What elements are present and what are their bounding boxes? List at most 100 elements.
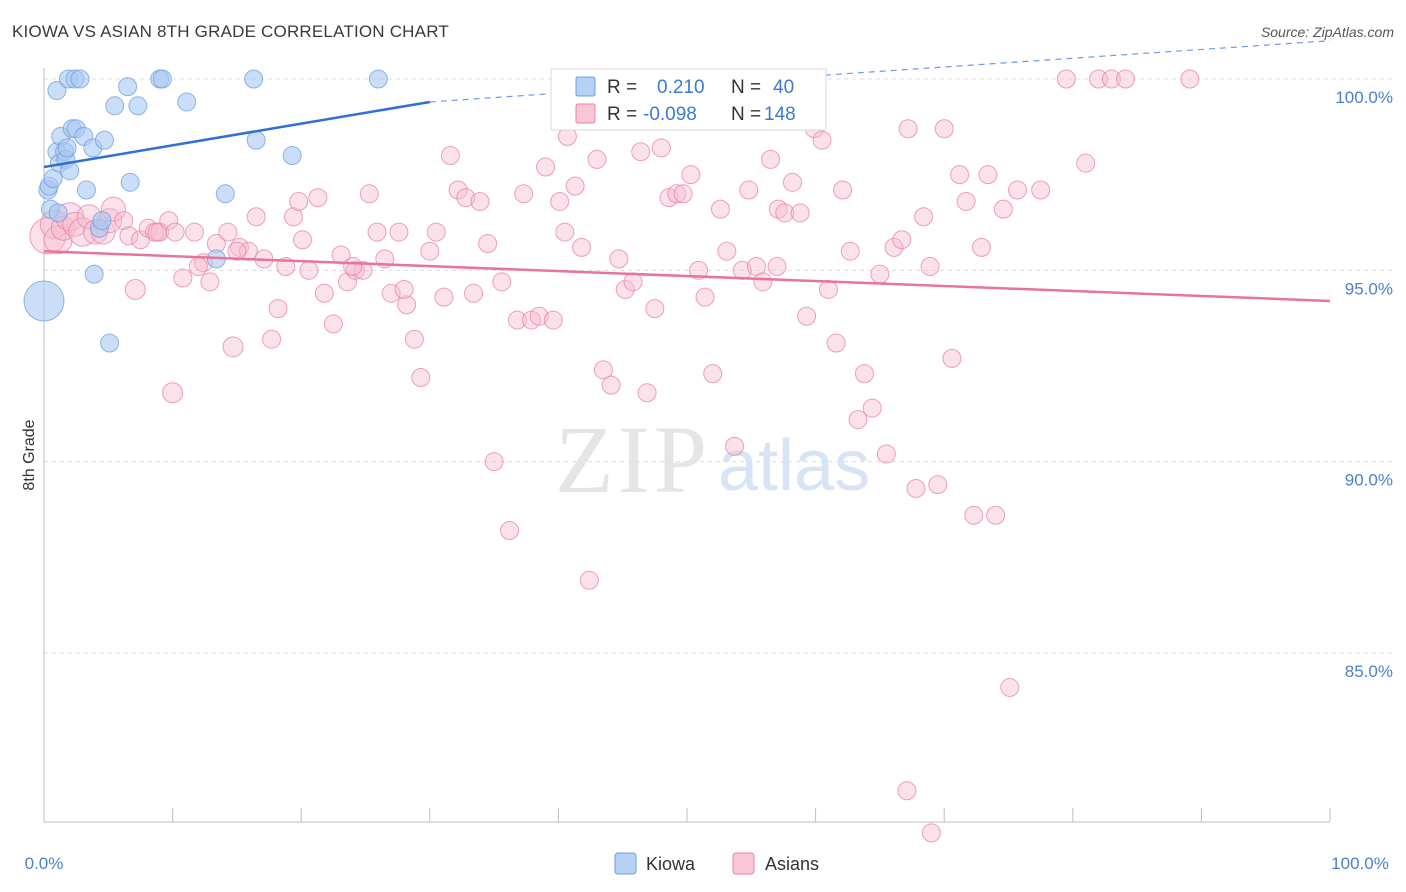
data-point (222, 336, 244, 358)
data-point (906, 478, 926, 498)
data-point (147, 222, 167, 242)
series-legend: Kiowa Asians (614, 852, 819, 875)
data-point (114, 211, 134, 231)
data-point (394, 279, 414, 299)
data-point (246, 130, 266, 150)
data-point (484, 452, 504, 472)
data-point (177, 92, 197, 112)
data-point (761, 149, 781, 169)
data-point (609, 249, 629, 269)
y-tick-labels: 85.0% 90.0% 95.0% 100.0% (1335, 88, 1393, 681)
data-point (411, 367, 431, 387)
data-point (492, 272, 512, 292)
data-point (448, 180, 468, 200)
watermark: ZIP atlas (555, 406, 870, 513)
data-point (23, 280, 65, 322)
x-tick-label-start: 0.0% (25, 854, 64, 873)
legend-n-label-1: N = (731, 77, 761, 98)
data-point (299, 260, 319, 280)
data-point (464, 283, 484, 303)
data-point (818, 279, 838, 299)
data-point (367, 222, 387, 242)
data-point (775, 203, 795, 223)
data-point (717, 241, 737, 261)
data-point (971, 237, 991, 257)
data-point (898, 119, 918, 139)
data-point (118, 77, 138, 97)
data-point (572, 237, 592, 257)
data-point (689, 260, 709, 280)
data-point (262, 329, 282, 349)
kiowa-trend-extension (429, 40, 1331, 103)
data-point (159, 211, 179, 231)
legend-swatch-kiowa-bottom (614, 852, 637, 875)
stats-legend: R = 0.210 N = 40 R = -0.098 N = 148 (550, 68, 827, 131)
data-point (268, 299, 288, 319)
legend-swatch-asians-bottom (732, 852, 755, 875)
data-point (119, 226, 139, 246)
watermark-zip: ZIP (555, 406, 711, 513)
data-point (921, 823, 941, 843)
y-tick-label: 100.0% (1335, 88, 1393, 107)
x-axis-ticks (43, 808, 1331, 822)
data-point (276, 257, 296, 277)
data-point (848, 410, 868, 430)
data-point (152, 69, 172, 89)
data-point (188, 257, 208, 277)
data-point (536, 157, 556, 177)
data-point (124, 278, 146, 300)
data-point (1101, 69, 1121, 89)
data-point (854, 364, 874, 384)
data-point (184, 222, 204, 242)
data-point (884, 237, 904, 257)
data-point (1076, 153, 1096, 173)
trend-lines (43, 40, 1331, 303)
data-point (897, 781, 917, 801)
data-point (94, 130, 114, 150)
data-point (637, 383, 657, 403)
data-point (667, 184, 687, 204)
data-point (426, 222, 446, 242)
data-point (470, 191, 490, 211)
data-point (200, 272, 220, 292)
data-point (928, 475, 948, 495)
data-point (308, 188, 328, 208)
data-point (359, 184, 379, 204)
data-point (70, 69, 90, 89)
data-point (739, 180, 759, 200)
data-point (601, 375, 621, 395)
data-point (165, 222, 185, 242)
data-point (790, 203, 810, 223)
data-point (1116, 69, 1136, 89)
kiowa-trend-line (43, 100, 431, 169)
data-point (227, 241, 247, 261)
data-point (703, 364, 723, 384)
data-point (84, 264, 104, 284)
data-point (397, 295, 417, 315)
data-point (120, 172, 140, 192)
data-point (337, 272, 357, 292)
data-point (289, 191, 309, 211)
data-point (43, 225, 73, 255)
data-point (244, 69, 264, 89)
data-point (529, 306, 549, 326)
data-point (292, 230, 312, 250)
data-point (456, 188, 476, 208)
data-point (753, 272, 773, 292)
chart-title: KIOWA VS ASIAN 8TH GRADE CORRELATION CHA… (12, 22, 449, 41)
data-point (105, 96, 125, 116)
data-point (862, 398, 882, 418)
data-point (840, 241, 860, 261)
data-point (934, 119, 954, 139)
data-point (631, 142, 651, 162)
data-point (615, 279, 635, 299)
data-point (100, 333, 120, 353)
data-point (514, 184, 534, 204)
data-point (986, 505, 1006, 525)
data-point (579, 570, 599, 590)
data-point (782, 172, 802, 192)
data-point (797, 306, 817, 326)
data-point (440, 146, 460, 166)
data-point (1180, 69, 1200, 89)
data-point (565, 176, 585, 196)
